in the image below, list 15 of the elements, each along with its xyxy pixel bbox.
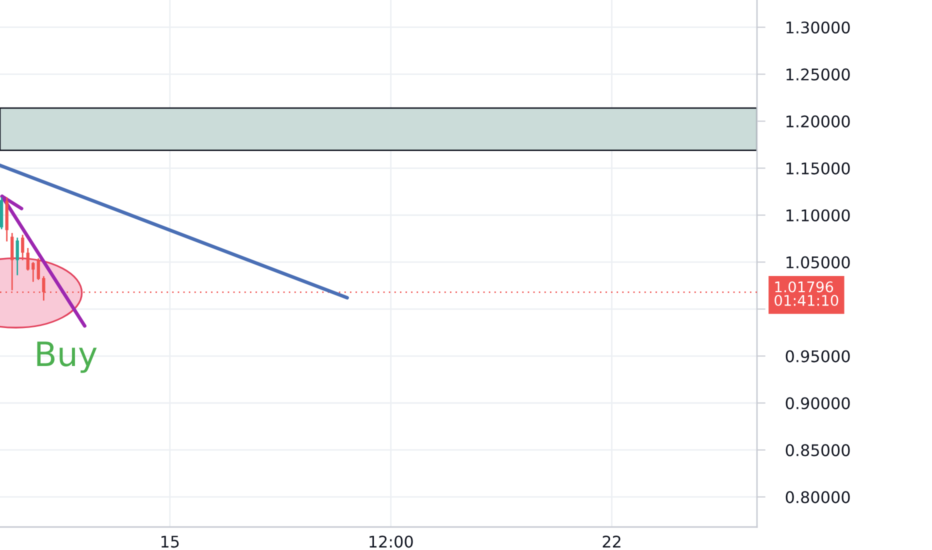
ref-line-label: 1.01796 01:41:10: [774, 281, 838, 306]
y-tick-label: 0.95000: [786, 350, 850, 362]
y-tick-label: 1.25000: [786, 68, 850, 81]
y-tick-label: 0.85000: [786, 444, 850, 456]
x-tick-label: 12:00: [370, 536, 413, 548]
x-tick-label: 15: [162, 536, 179, 548]
y-tick-label: 1.05000: [786, 256, 850, 268]
y-tick-label: 1.30000: [786, 21, 850, 34]
y-tick-label: 0.90000: [786, 397, 850, 410]
annotation: Buy: [37, 342, 97, 373]
y-tick-label: 1.20000: [786, 115, 850, 128]
y-tick-label: 1.15000: [786, 162, 850, 174]
y-tick-label: 1.10000: [786, 209, 850, 222]
y-tick-label: 0.80000: [786, 491, 850, 504]
x-tick-label: 22: [602, 536, 620, 548]
